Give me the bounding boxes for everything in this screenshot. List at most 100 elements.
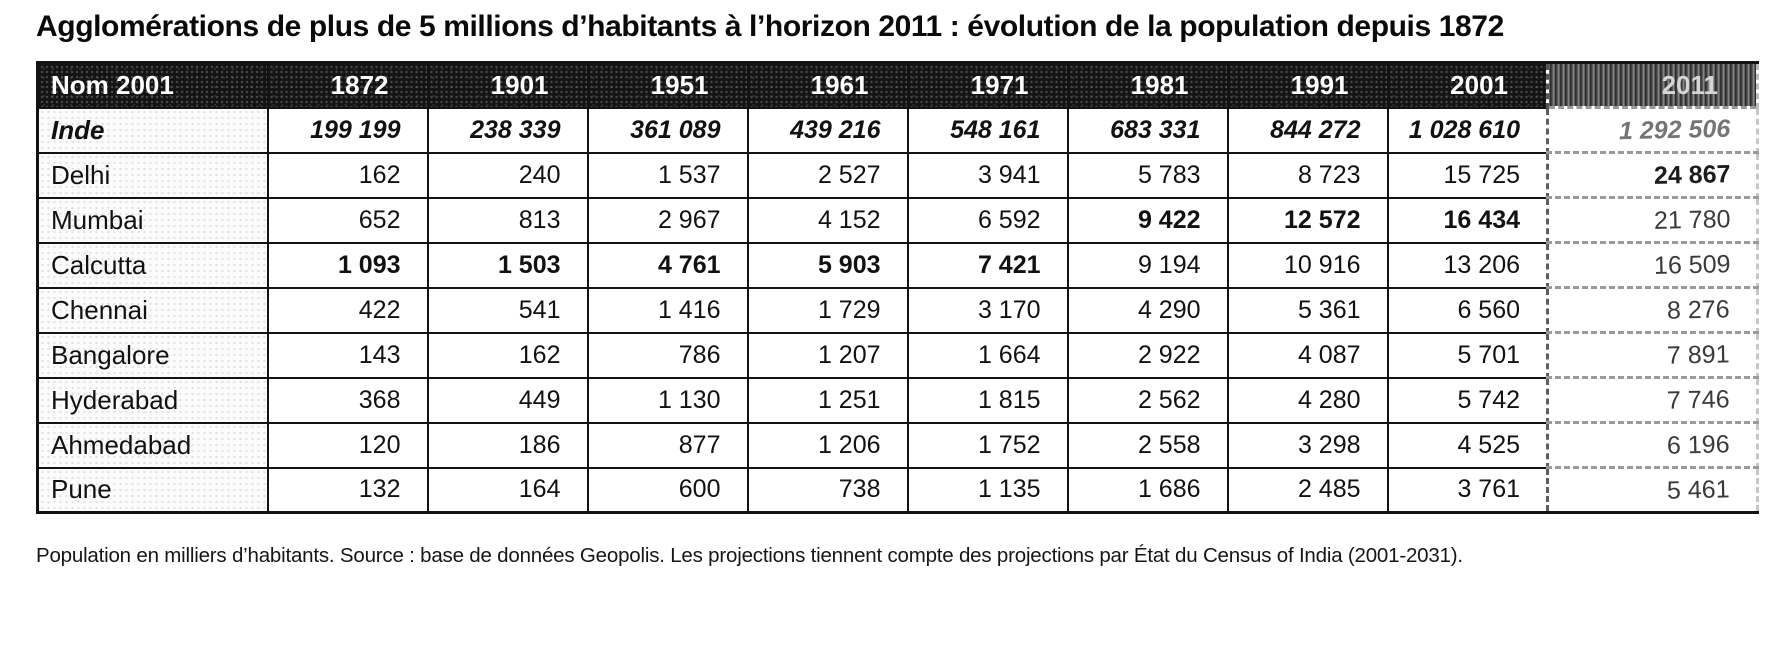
- population-cell: 5 701: [1386, 331, 1549, 379]
- scanned-document-page: Agglomérations de plus de 5 millions d’h…: [36, 10, 1759, 567]
- population-cell: 16 434: [1386, 196, 1549, 244]
- population-cell: 548 161: [906, 106, 1069, 154]
- population-cell: 5 783: [1066, 151, 1229, 199]
- population-cell: 1 028 610: [1386, 106, 1549, 154]
- table-header-row: Nom 2001 1872 1901 1951 1961 1971 1981 1…: [36, 61, 1759, 109]
- population-cell: 4 290: [1066, 286, 1229, 334]
- population-cell: 162: [426, 331, 589, 379]
- population-cell: 15 725: [1386, 151, 1549, 199]
- row-name-cell: Calcutta: [36, 241, 269, 289]
- population-cell: 4 525: [1386, 421, 1549, 469]
- population-cell: 361 089: [586, 106, 749, 154]
- projection-value: 5 461: [1667, 474, 1731, 505]
- population-cell: 5 742: [1386, 376, 1549, 424]
- population-cell: 4 761: [586, 241, 749, 289]
- population-cell: 1 207: [746, 331, 909, 379]
- population-cell: 4 152: [746, 196, 909, 244]
- projection-value: 1 292 506: [1618, 114, 1731, 145]
- population-cell: 600: [586, 466, 749, 514]
- population-cell: 6 560: [1386, 286, 1549, 334]
- population-cell-projection: 16 509: [1546, 241, 1759, 289]
- population-cell: 5 903: [746, 241, 909, 289]
- population-cell-projection: 24 867: [1546, 151, 1759, 199]
- population-cell: 439 216: [746, 106, 909, 154]
- population-cell: 1 664: [906, 331, 1069, 379]
- population-cell: 12 572: [1226, 196, 1389, 244]
- population-cell: 9 422: [1066, 196, 1229, 244]
- population-cell: 1 503: [426, 241, 589, 289]
- row-name-cell: Ahmedabad: [36, 421, 269, 469]
- population-cell: 5 361: [1226, 286, 1389, 334]
- population-cell: 13 206: [1386, 241, 1549, 289]
- population-cell: 7 421: [906, 241, 1069, 289]
- projection-value: 7 746: [1667, 384, 1731, 415]
- population-cell: 120: [266, 421, 429, 469]
- population-cell: 2 527: [746, 151, 909, 199]
- population-cell: 2 562: [1066, 376, 1229, 424]
- source-note: Population en milliers d’habitants. Sour…: [36, 544, 1463, 567]
- column-header-1991: 1991: [1226, 61, 1389, 109]
- row-name-cell: Mumbai: [36, 196, 269, 244]
- projection-value: 24 867: [1653, 159, 1731, 190]
- population-cell: 2 558: [1066, 421, 1229, 469]
- table-row-calcutta: Calcutta 1 093 1 503 4 761 5 903 7 421 9…: [36, 241, 1759, 289]
- table-row-mumbai: Mumbai 652 813 2 967 4 152 6 592 9 422 1…: [36, 196, 1759, 244]
- population-cell: 813: [426, 196, 589, 244]
- population-cell: 3 298: [1226, 421, 1389, 469]
- population-cell: 683 331: [1066, 106, 1229, 154]
- population-cell: 1 729: [746, 286, 909, 334]
- population-cell: 1 815: [906, 376, 1069, 424]
- population-cell: 1 686: [1066, 466, 1229, 514]
- population-cell: 877: [586, 421, 749, 469]
- population-cell: 844 272: [1226, 106, 1389, 154]
- projection-value: 7 891: [1667, 339, 1731, 370]
- population-cell: 143: [266, 331, 429, 379]
- table-row-pune: Pune 132 164 600 738 1 135 1 686 2 485 3…: [36, 466, 1759, 514]
- population-cell-projection: 7 746: [1546, 376, 1759, 424]
- population-cell: 4 280: [1226, 376, 1389, 424]
- population-cell: 1 206: [746, 421, 909, 469]
- population-cell: 2 922: [1066, 331, 1229, 379]
- column-header-1961: 1961: [746, 61, 909, 109]
- projection-value: 8 276: [1667, 294, 1731, 325]
- population-cell-projection: 1 292 506: [1546, 106, 1759, 154]
- population-cell: 164: [426, 466, 589, 514]
- projection-value: 16 509: [1653, 249, 1731, 280]
- population-cell: 186: [426, 421, 589, 469]
- population-cell: 2 967: [586, 196, 749, 244]
- population-cell: 4 087: [1226, 331, 1389, 379]
- population-cell: 1 130: [586, 376, 749, 424]
- population-cell: 738: [746, 466, 909, 514]
- row-name-cell: Chennai: [36, 286, 269, 334]
- table-row-bangalore: Bangalore 143 162 786 1 207 1 664 2 922 …: [36, 331, 1759, 379]
- population-cell: 199 199: [266, 106, 429, 154]
- column-header-2001: 2001: [1386, 61, 1549, 109]
- population-table: Nom 2001 1872 1901 1951 1961 1971 1981 1…: [36, 61, 1759, 514]
- population-cell: 162: [266, 151, 429, 199]
- population-cell-projection: 7 891: [1546, 331, 1759, 379]
- population-cell: 3 941: [906, 151, 1069, 199]
- population-cell-projection: 6 196: [1546, 421, 1759, 469]
- column-header-2011: 2011: [1546, 61, 1759, 109]
- table-row-hyderabad: Hyderabad 368 449 1 130 1 251 1 815 2 56…: [36, 376, 1759, 424]
- population-cell: 238 339: [426, 106, 589, 154]
- population-cell: 449: [426, 376, 589, 424]
- column-header-1901: 1901: [426, 61, 589, 109]
- table-row-ahmedabad: Ahmedabad 120 186 877 1 206 1 752 2 558 …: [36, 421, 1759, 469]
- population-cell: 1 537: [586, 151, 749, 199]
- row-name-cell: Bangalore: [36, 331, 269, 379]
- row-name-cell: Inde: [36, 106, 269, 154]
- population-cell: 3 761: [1386, 466, 1549, 514]
- population-cell: 1 752: [906, 421, 1069, 469]
- population-cell: 6 592: [906, 196, 1069, 244]
- table-title: Agglomérations de plus de 5 millions d’h…: [36, 10, 1504, 43]
- population-cell-projection: 5 461: [1546, 466, 1759, 514]
- population-cell-projection: 8 276: [1546, 286, 1759, 334]
- population-cell: 8 723: [1226, 151, 1389, 199]
- column-header-1872: 1872: [266, 61, 429, 109]
- population-cell: 10 916: [1226, 241, 1389, 289]
- population-cell: 422: [266, 286, 429, 334]
- population-cell: 541: [426, 286, 589, 334]
- population-cell: 1 093: [266, 241, 429, 289]
- population-cell: 9 194: [1066, 241, 1229, 289]
